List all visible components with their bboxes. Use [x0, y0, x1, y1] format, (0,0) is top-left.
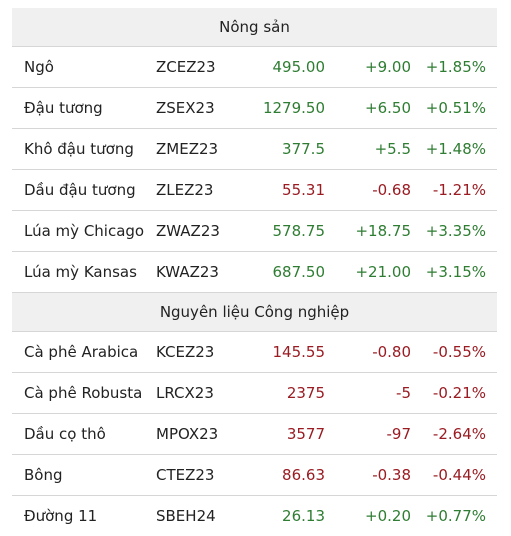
change-percent: +3.35% [425, 222, 486, 240]
contract-code: LRCX23 [156, 384, 214, 402]
table-row: Dầu đậu tương ZLEZ23 55.31 -0.68 -1.21% [12, 170, 497, 211]
table-row: Khô đậu tương ZMEZ23 377.5 +5.5 +1.48% [12, 129, 497, 170]
commodity-name: Lúa mỳ Kansas [24, 263, 137, 281]
table-row: Ngô ZCEZ23 495.00 +9.00 +1.85% [12, 47, 497, 88]
commodity-name: Ngô [24, 58, 54, 76]
section-header: Nguyên liệu Công nghiệp [12, 293, 497, 332]
change-percent: -2.64% [432, 425, 486, 443]
price-value: 377.5 [282, 140, 325, 158]
change-percent: +0.51% [425, 99, 486, 117]
price-value: 1279.50 [262, 99, 325, 117]
table-row: Bông CTEZ23 86.63 -0.38 -0.44% [12, 455, 497, 496]
commodity-name: Lúa mỳ Chicago [24, 222, 145, 240]
contract-code: ZCEZ23 [156, 58, 216, 76]
table-row: Cà phê Robusta LRCX23 2375 -5 -0.21% [12, 373, 497, 414]
price-value: 2375 [286, 384, 325, 402]
contract-code: ZSEX23 [156, 99, 215, 117]
price-value: 26.13 [282, 507, 325, 525]
change-percent: -0.44% [432, 466, 486, 484]
contract-code: KCEZ23 [156, 343, 215, 361]
change-value: -0.38 [372, 466, 411, 484]
commodity-price-table: Nông sản Ngô ZCEZ23 495.00 +9.00 +1.85% Đậu tư… [12, 8, 497, 536]
change-percent: +0.77% [425, 507, 486, 525]
table-row: Dầu cọ thô MPOX23 3577 -97 -2.64% [12, 414, 497, 455]
commodity-name: Đường 11 [24, 507, 98, 525]
table-row: Cà phê Arabica KCEZ23 145.55 -0.80 -0.55% [12, 332, 497, 373]
change-percent: +3.15% [425, 263, 486, 281]
table-row: Lúa mỳ Chicago ZWAZ23 578.75 +18.75 +3.35% [12, 211, 497, 252]
change-value: -0.80 [372, 343, 411, 361]
price-value: 578.75 [272, 222, 326, 240]
change-value: +6.50 [365, 99, 411, 117]
commodity-name: Dầu cọ thô [24, 425, 106, 443]
contract-code: ZLEZ23 [156, 181, 214, 199]
change-percent: -1.21% [432, 181, 486, 199]
price-value: 687.50 [272, 263, 326, 281]
table-row: Đường 11 SBEH24 26.13 +0.20 +0.77% [12, 496, 497, 536]
section-header: Nông sản [12, 8, 497, 47]
change-percent: +1.48% [425, 140, 486, 158]
commodity-name: Cà phê Arabica [24, 343, 139, 361]
price-value: 495.00 [272, 58, 326, 76]
change-value: +0.20 [365, 507, 411, 525]
price-value: 86.63 [282, 466, 325, 484]
price-value: 145.55 [272, 343, 326, 361]
contract-code: MPOX23 [156, 425, 219, 443]
change-percent: -0.21% [432, 384, 486, 402]
price-value: 3577 [286, 425, 325, 443]
price-value: 55.31 [282, 181, 325, 199]
commodity-name: Cà phê Robusta [24, 384, 143, 402]
commodity-name: Bông [24, 466, 63, 484]
change-value: +21.00 [355, 263, 411, 281]
change-percent: -0.55% [432, 343, 486, 361]
change-value: +9.00 [365, 58, 411, 76]
contract-code: ZWAZ23 [156, 222, 220, 240]
change-value: -5 [396, 384, 411, 402]
commodity-name: Khô đậu tương [24, 140, 134, 158]
change-value: +5.5 [374, 140, 411, 158]
commodity-name: Đậu tương [24, 99, 103, 117]
contract-code: ZMEZ23 [156, 140, 219, 158]
contract-code: KWAZ23 [156, 263, 219, 281]
contract-code: SBEH24 [156, 507, 216, 525]
contract-code: CTEZ23 [156, 466, 215, 484]
change-value: -97 [386, 425, 412, 443]
commodity-name: Dầu đậu tương [24, 181, 136, 199]
change-value: -0.68 [372, 181, 411, 199]
table-row: Lúa mỳ Kansas KWAZ23 687.50 +21.00 +3.15% [12, 252, 497, 293]
change-percent: +1.85% [425, 58, 486, 76]
table-row: Đậu tương ZSEX23 1279.50 +6.50 +0.51% [12, 88, 497, 129]
change-value: +18.75 [355, 222, 411, 240]
